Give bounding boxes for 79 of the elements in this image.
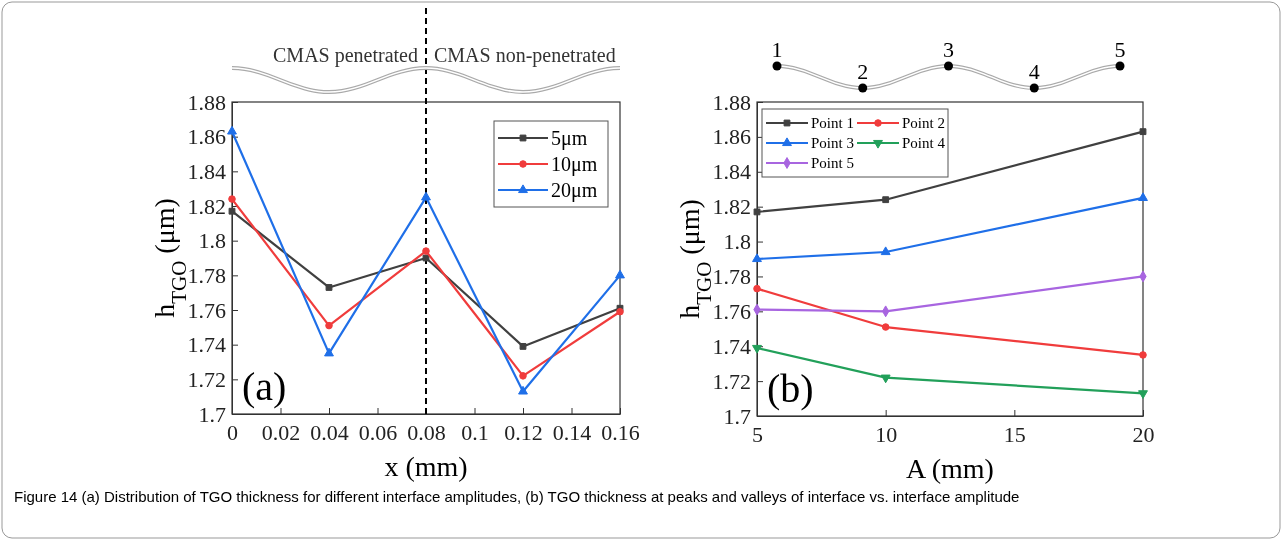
y-tick-label: 1.88 — [187, 89, 226, 115]
point — [753, 208, 761, 216]
text: 4 — [1028, 59, 1040, 84]
x-tick-label: 0 — [227, 419, 238, 445]
x-tick-label: 0.1 — [461, 419, 489, 445]
point — [422, 254, 430, 262]
legend-label: Point 3 — [811, 135, 854, 152]
y-tick-label: 1.82 — [187, 193, 226, 219]
point — [519, 342, 527, 350]
point — [1138, 390, 1148, 399]
y-tick-label: 1.8 — [723, 229, 751, 255]
point — [228, 207, 236, 215]
point — [421, 191, 431, 201]
y-tick-label: 1.76 — [712, 298, 751, 324]
point — [519, 372, 527, 380]
text: CMAS non-penetrated — [434, 44, 616, 67]
point — [422, 247, 430, 255]
y-tick-label: 1.78 — [187, 262, 226, 288]
point — [881, 323, 890, 331]
y-tick-label: 1.7 — [198, 401, 226, 427]
x-tick-label: 20 — [1132, 421, 1155, 447]
x-tick-label: 5 — [752, 421, 763, 447]
y-tick-label: 1.76 — [187, 297, 226, 323]
text: 3 — [943, 37, 954, 62]
y-tick-label: 1.8 — [198, 228, 226, 254]
annotation: (b) — [767, 366, 814, 411]
legend-label: Point 4 — [902, 135, 946, 152]
annotation: (a) — [242, 364, 287, 409]
y-tick-label: 1.72 — [712, 368, 751, 394]
x-axis-title: A (mm) — [906, 453, 994, 484]
x-tick-label: 0.02 — [261, 419, 301, 445]
point — [882, 196, 890, 204]
y-tick-label: 1.74 — [712, 333, 751, 359]
point — [880, 246, 891, 256]
point — [1138, 192, 1148, 201]
x-tick-label: 15 — [1003, 421, 1026, 447]
legend-label: 10μm — [551, 153, 598, 176]
y-tick-label: 1.86 — [187, 124, 226, 150]
point — [880, 374, 891, 384]
point — [518, 385, 528, 395]
x-axis-title: x (mm) — [384, 451, 468, 482]
point — [752, 344, 762, 354]
legend-label: Point 2 — [902, 115, 945, 132]
x-tick-label: 0.04 — [310, 419, 349, 445]
point — [615, 269, 625, 279]
x-tick-label: 0.16 — [601, 419, 640, 445]
text: CMAS penetrated — [273, 44, 418, 67]
y-tick-label: 1.82 — [712, 194, 751, 220]
point — [1139, 351, 1147, 359]
x-tick-label: 10 — [875, 421, 898, 447]
y-tick-label: 1.84 — [187, 158, 226, 184]
text: 1 — [771, 37, 783, 62]
y-tick-label: 1.88 — [712, 89, 751, 115]
caption: Figure 14 (a) Distribution of TGO thickness for different interface amplitudes, (b) TGO thickness at peaks and valleys of interface vs. interface amplitude — [14, 488, 1020, 505]
point — [325, 321, 333, 330]
x-tick-label: 0.14 — [552, 419, 592, 445]
y-tick-label: 1.72 — [187, 366, 226, 392]
point — [616, 307, 624, 316]
legend-label: 5μm — [551, 127, 588, 150]
legend-label: 20μm — [551, 179, 598, 202]
point — [325, 284, 333, 291]
legend-label: Point 5 — [811, 155, 854, 172]
legend-label: Point 1 — [811, 115, 854, 132]
x-tick-label: 0.06 — [358, 419, 398, 445]
text: 2 — [857, 59, 869, 84]
point — [1139, 128, 1147, 136]
y-tick-label: 1.84 — [712, 159, 751, 185]
x-tick-label: 0.08 — [407, 419, 446, 445]
point — [753, 284, 761, 293]
y-tick-label: 1.7 — [723, 403, 751, 429]
point — [227, 125, 237, 135]
y-tick-label: 1.78 — [712, 263, 751, 289]
point — [752, 253, 762, 263]
x-tick-label: 0.12 — [504, 419, 543, 445]
y-tick-label: 1.86 — [712, 124, 751, 150]
point — [228, 195, 236, 203]
point — [324, 347, 334, 357]
y-tick-label: 1.74 — [187, 332, 226, 358]
text: 5 — [1114, 37, 1126, 62]
